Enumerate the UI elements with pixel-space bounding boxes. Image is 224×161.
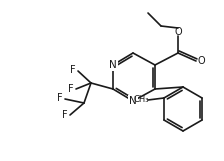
Text: N: N: [129, 96, 137, 106]
Text: F: F: [57, 93, 63, 103]
Text: O: O: [197, 56, 205, 66]
Text: O: O: [174, 27, 182, 37]
Text: F: F: [68, 84, 74, 94]
Text: N: N: [109, 60, 117, 70]
Text: F: F: [70, 65, 76, 75]
Text: F: F: [62, 110, 68, 120]
Text: CH₃: CH₃: [133, 95, 149, 104]
